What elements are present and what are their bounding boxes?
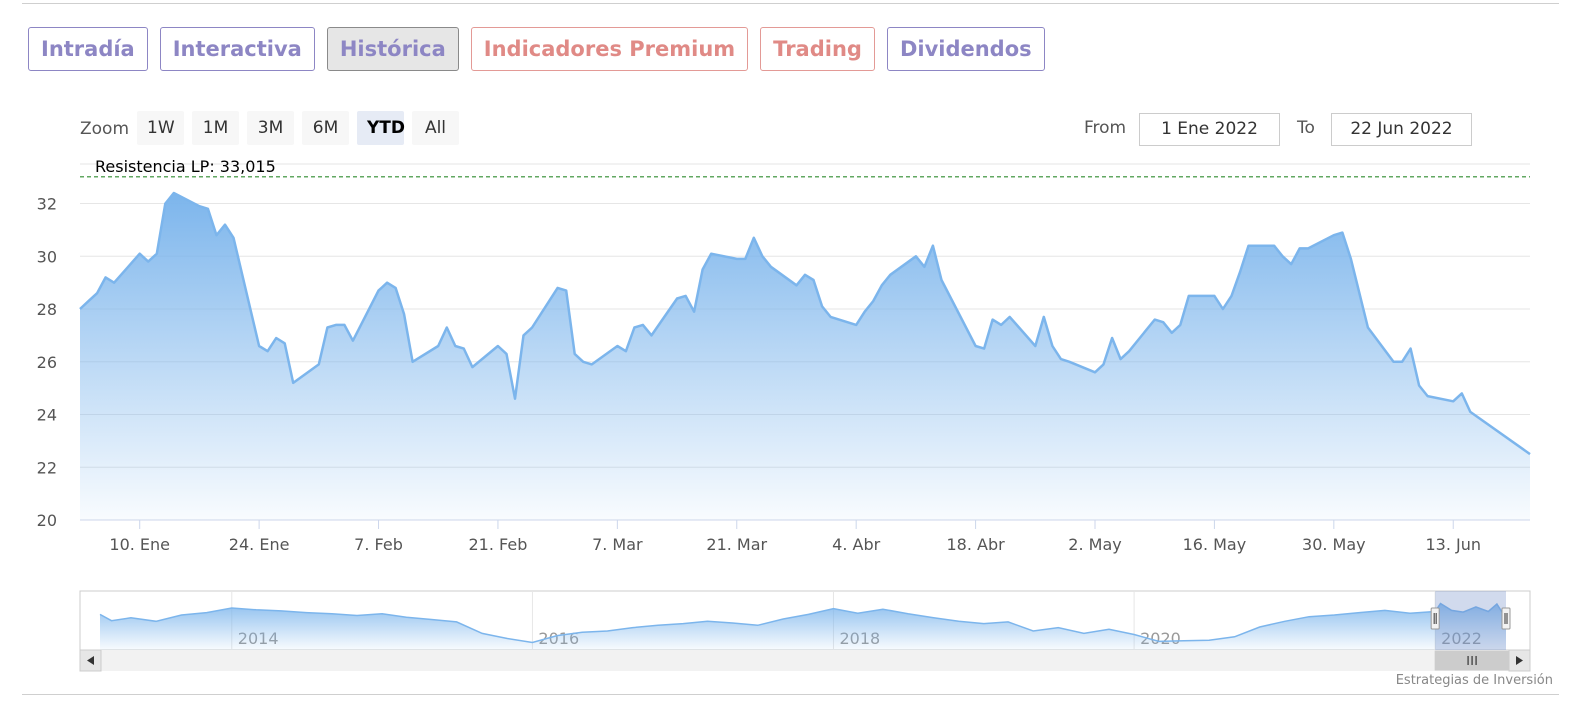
zoom-button-1w[interactable]: 1W — [137, 111, 184, 145]
x-tick-label: 16. May — [1183, 535, 1247, 554]
y-tick-label: 28 — [37, 300, 57, 319]
zoom-button-1m[interactable]: 1M — [192, 111, 239, 145]
x-tick-label: 4. Abr — [832, 535, 880, 554]
zoom-label: Zoom — [80, 119, 130, 139]
y-tick-label: 20 — [37, 511, 57, 530]
y-tick-label: 22 — [37, 458, 57, 477]
resistance-label: Resistencia LP: 33,015 — [95, 157, 276, 176]
tab-interactiva[interactable]: Interactiva — [159, 27, 315, 71]
arrow-right-icon — [1516, 656, 1523, 665]
x-tick-label: 30. May — [1302, 535, 1366, 554]
x-tick-label: 2. May — [1068, 535, 1121, 554]
tab-dividendos[interactable]: Dividendos — [886, 27, 1045, 71]
y-tick-label: 32 — [37, 195, 57, 214]
x-tick-label: 24. Ene — [229, 535, 290, 554]
x-tick-label: 18. Abr — [946, 535, 1005, 554]
price-area-fill — [80, 193, 1530, 520]
x-tick-label: 21. Mar — [706, 535, 767, 554]
tab-intrad-a[interactable]: Intradía — [28, 27, 148, 71]
x-tick-label: 7. Mar — [592, 535, 643, 554]
navigator-series-line — [99, 602, 1507, 644]
tab-trading[interactable]: Trading — [760, 27, 875, 71]
tab-hist-rica[interactable]: Histórica — [326, 27, 459, 71]
to-label: To — [1297, 118, 1315, 138]
chart-credit[interactable]: Estrategias de Inversión — [1395, 673, 1553, 688]
y-tick-label: 26 — [37, 353, 57, 372]
x-tick-label: 7. Feb — [354, 535, 403, 554]
from-label: From — [1084, 118, 1127, 138]
navigator-handle-left[interactable] — [1430, 607, 1440, 630]
y-tick-label: 24 — [37, 406, 57, 425]
x-tick-label: 21. Feb — [469, 535, 528, 554]
arrow-left-icon — [87, 656, 94, 665]
navigator-handle-right[interactable] — [1501, 607, 1511, 630]
price-series-line[interactable] — [79, 191, 1531, 456]
bottom-divider — [22, 694, 1559, 695]
x-tick-label: 10. Ene — [109, 535, 170, 554]
navigator-area-fill — [100, 603, 1506, 650]
tab-bar: Intradía Interactiva Histórica Indicadores … — [28, 27, 1057, 71]
y-tick-label: 30 — [37, 247, 57, 266]
top-divider — [22, 3, 1559, 4]
tab-indicadores-premium[interactable]: Indicadores Premium — [470, 27, 749, 71]
x-tick-label: 13. Jun — [1425, 535, 1481, 554]
to-date-input[interactable]: 22 Jun 2022 — [1331, 113, 1472, 146]
zoom-button-ytd[interactable]: YTD — [357, 111, 405, 145]
from-date-input[interactable]: 1 Ene 2022 — [1139, 113, 1280, 146]
zoom-button-all[interactable]: All — [412, 111, 459, 145]
zoom-button-3m[interactable]: 3M — [247, 111, 294, 145]
navigator-selection-mask[interactable] — [1435, 591, 1506, 650]
zoom-button-6m[interactable]: 6M — [302, 111, 349, 145]
scrollbar-track[interactable] — [80, 650, 1530, 671]
